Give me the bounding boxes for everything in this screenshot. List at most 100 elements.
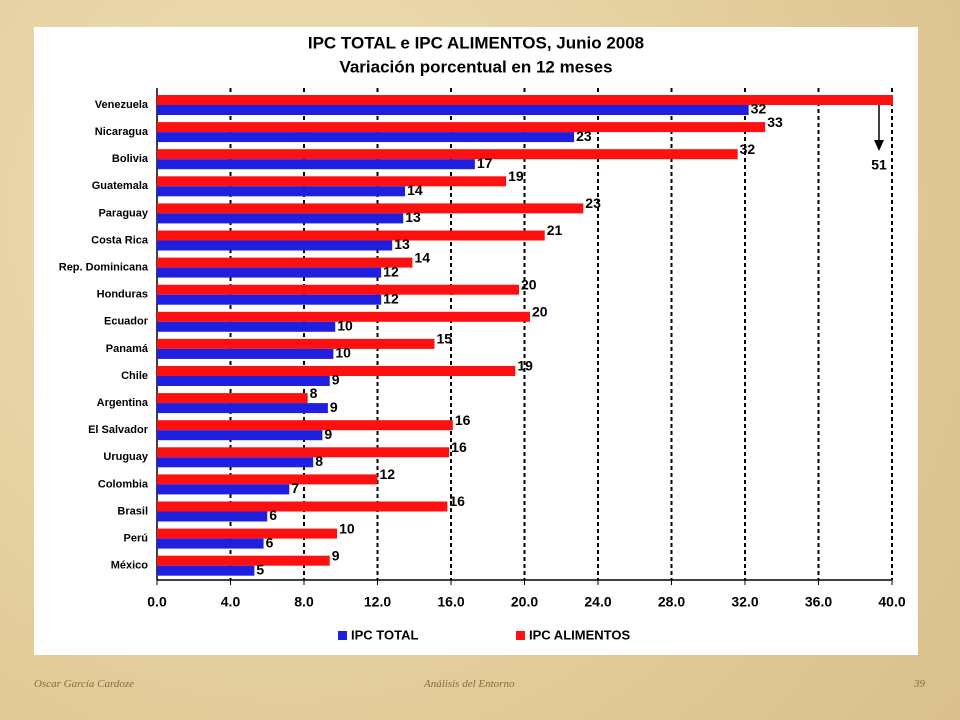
value-label: 20	[532, 304, 548, 320]
y-tick-label: Paraguay	[98, 207, 148, 219]
bar	[157, 528, 338, 539]
value-label: 8	[310, 385, 318, 401]
value-label: 7	[291, 480, 299, 496]
value-label: 16	[455, 412, 471, 428]
value-label: 16	[451, 439, 467, 455]
value-label: 6	[266, 534, 274, 550]
bar	[157, 105, 749, 115]
x-tick-label: 0.0	[147, 594, 167, 610]
y-tick-label: Ecuador	[104, 316, 149, 328]
bar	[157, 457, 314, 468]
bar	[157, 565, 255, 576]
y-tick-label: Brasil	[117, 505, 148, 517]
value-label: 14	[407, 182, 423, 198]
bar	[157, 213, 404, 224]
value-label: 9	[332, 547, 340, 563]
bar	[157, 348, 334, 359]
y-tick-label: Honduras	[97, 289, 148, 301]
bar	[157, 474, 378, 485]
bar	[157, 538, 264, 549]
bar	[157, 501, 448, 512]
value-label: 10	[335, 345, 351, 361]
y-tick-label: Bolivia	[112, 153, 149, 165]
bar	[157, 366, 516, 376]
value-label: 21	[547, 222, 563, 238]
value-label: 8	[315, 453, 323, 469]
value-label: 12	[383, 263, 399, 279]
bar	[157, 311, 531, 322]
value-label: 19	[508, 168, 524, 184]
y-tick-label: Colombia	[98, 478, 149, 490]
bar	[157, 284, 519, 295]
value-label: 12	[383, 290, 399, 306]
value-label: 20	[521, 276, 537, 292]
y-tick-label: Panamá	[106, 343, 149, 355]
x-tick-label: 4.0	[221, 594, 241, 610]
bar	[157, 132, 575, 143]
bar	[157, 484, 290, 495]
x-tick-label: 36.0	[805, 594, 832, 610]
value-label: 5	[256, 561, 264, 577]
x-tick-label: 16.0	[437, 594, 464, 610]
y-tick-label: Guatemala	[92, 180, 149, 192]
bar	[157, 430, 323, 441]
bar	[157, 176, 507, 187]
x-tick-label: 24.0	[584, 594, 611, 610]
value-label: 9	[324, 426, 332, 442]
value-label: 16	[449, 493, 465, 509]
bar	[157, 403, 328, 414]
bar	[157, 376, 330, 386]
chart-subtitle: Variación porcentual en 12 meses	[339, 57, 612, 76]
y-tick-label: Venezuela	[95, 99, 149, 111]
bar	[157, 149, 738, 160]
y-tick-label: Rep. Dominicana	[59, 262, 149, 274]
footer-topic: Análisis del Entorno	[424, 678, 515, 690]
x-tick-label: 32.0	[731, 594, 758, 610]
value-label: 17	[477, 155, 493, 171]
x-tick-label: 8.0	[294, 594, 314, 610]
bar	[157, 230, 545, 241]
footer-page: 39	[914, 678, 925, 690]
legend-swatch	[516, 631, 525, 640]
labels: 0.0 4.0 8.0 12.0 16.0 20.0 24.0 28.0 32.0 36.0 40.…	[59, 99, 906, 643]
bar	[157, 294, 382, 305]
bar	[157, 321, 336, 332]
legend-swatch	[338, 631, 347, 640]
legend-label: IPC ALIMENTOS	[529, 627, 630, 642]
value-label: 13	[394, 236, 410, 252]
value-label: 6	[269, 507, 277, 523]
value-label: 33	[767, 114, 783, 130]
value-label: 15	[436, 331, 452, 347]
y-tick-label: Nicaragua	[95, 126, 149, 138]
bar	[157, 338, 435, 349]
value-label: 23	[585, 195, 601, 211]
bar	[157, 240, 393, 251]
y-tick-label: El Salvador	[88, 424, 149, 436]
chart-title: IPC TOTAL e IPC ALIMENTOS, Junio 2008	[308, 33, 644, 52]
arrow-head	[874, 140, 884, 151]
y-tick-label: Perú	[124, 533, 148, 545]
y-tick-label: Argentina	[97, 397, 149, 409]
bar	[157, 555, 330, 566]
value-label: 9	[332, 372, 340, 388]
value-label: 13	[405, 209, 421, 225]
grid	[156, 88, 893, 585]
bar	[157, 186, 406, 197]
bar	[157, 257, 413, 268]
x-tick-label: 12.0	[364, 594, 391, 610]
value-label: 23	[576, 128, 592, 144]
bar	[157, 95, 893, 105]
bar	[157, 122, 766, 133]
value-label: 9	[330, 399, 338, 415]
y-tick-label: Costa Rica	[91, 234, 149, 246]
y-tick-label: México	[111, 560, 149, 572]
value-label: 10	[337, 318, 353, 334]
bar	[157, 420, 453, 431]
value-label: 19	[517, 358, 533, 374]
bar	[157, 159, 475, 170]
legend-label: IPC TOTAL	[351, 627, 418, 642]
x-tick-label: 28.0	[658, 594, 685, 610]
value-label: 51	[871, 157, 887, 173]
